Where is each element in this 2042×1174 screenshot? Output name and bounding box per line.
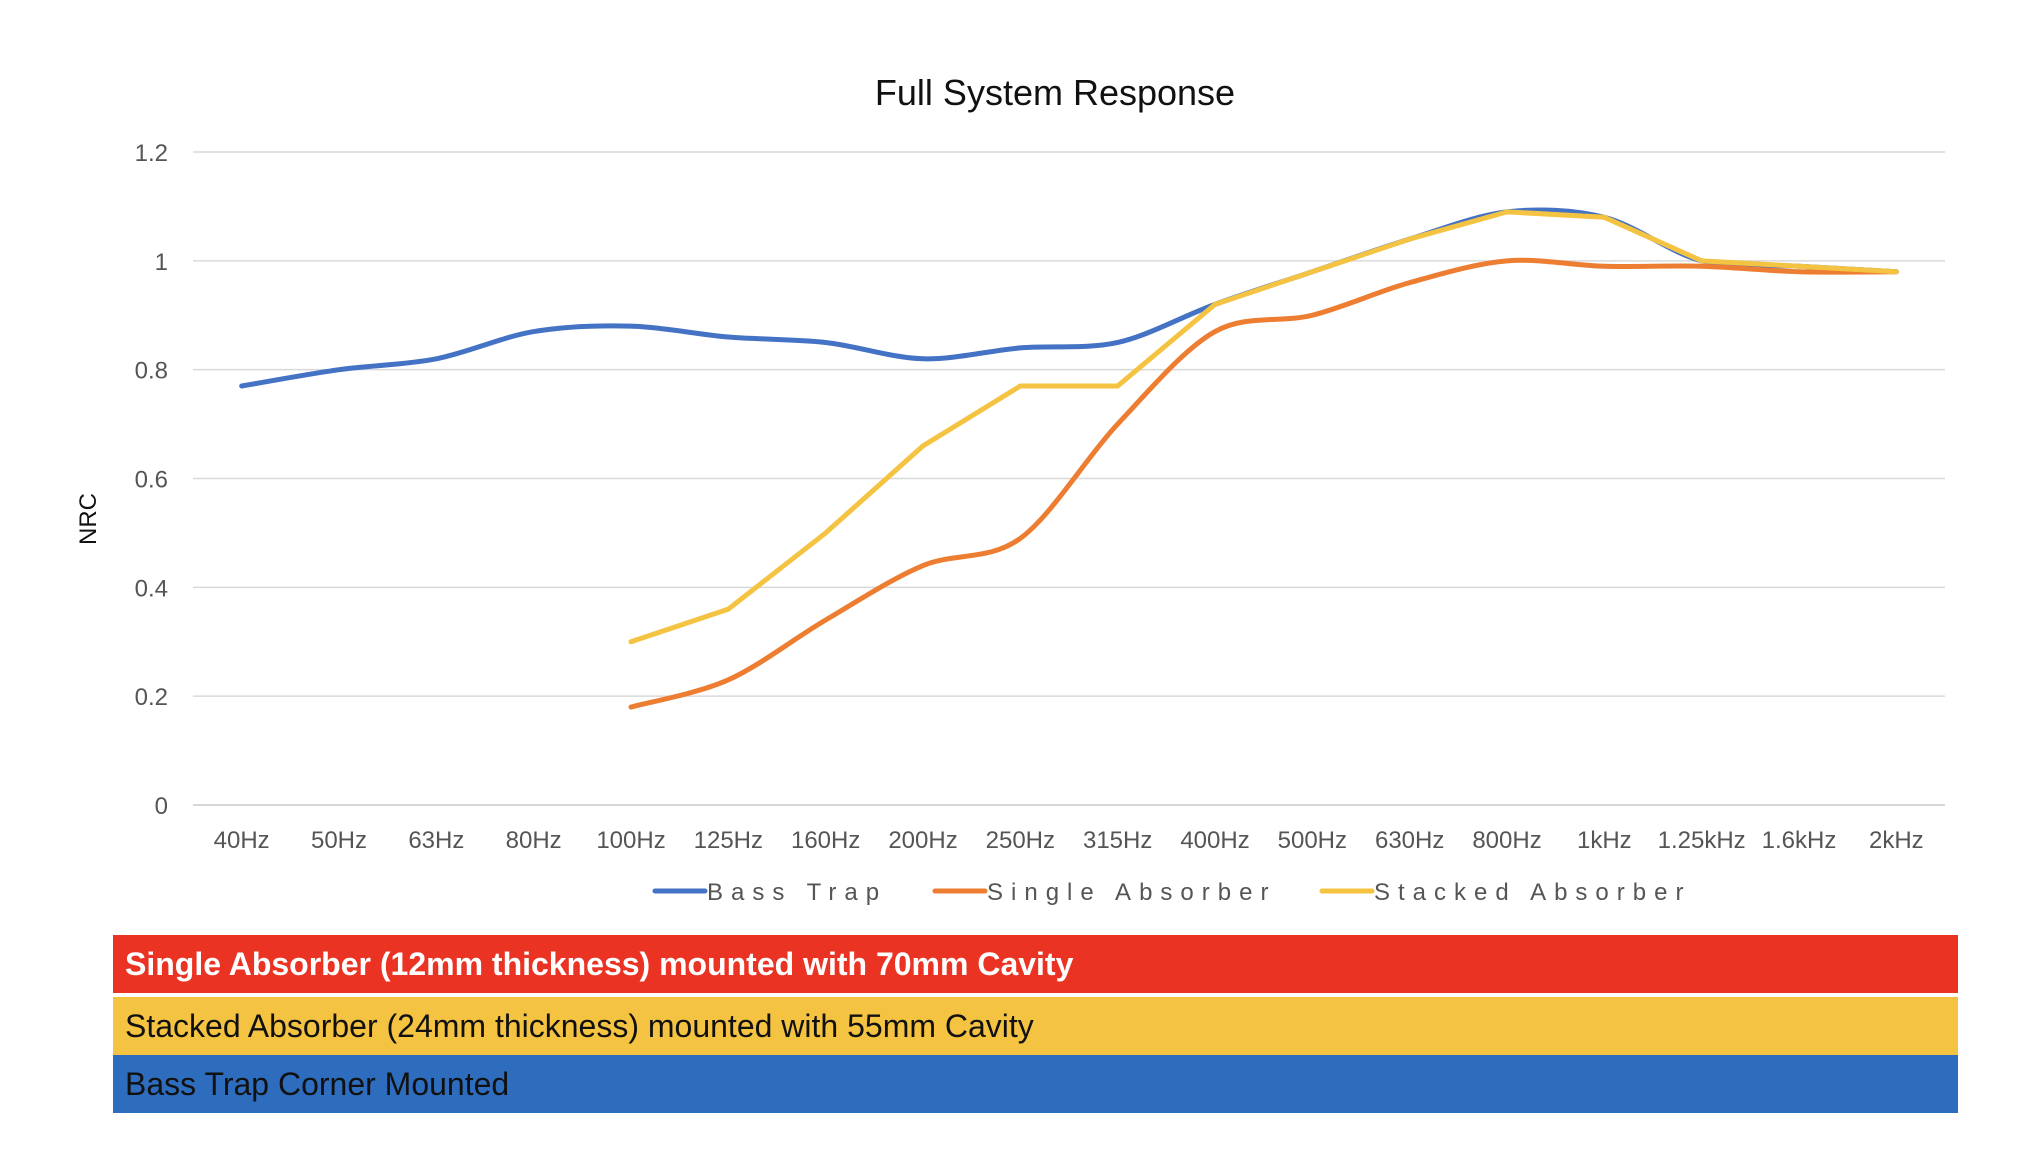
y-tick-label: 0.4 xyxy=(135,575,168,602)
x-tick-label: 200Hz xyxy=(888,827,957,854)
x-tick-label: 500Hz xyxy=(1278,827,1347,854)
x-tick-label: 1.6kHz xyxy=(1762,827,1837,854)
x-tick-label: 800Hz xyxy=(1472,827,1541,854)
band-bass-label: Bass Trap Corner Mounted xyxy=(125,1065,510,1102)
y-tick-label: 0.8 xyxy=(135,358,168,385)
y-tick-label: 1 xyxy=(155,249,168,276)
band-stacked-absorber: Stacked Absorber (24mm thickness) mounte… xyxy=(113,997,1958,1055)
x-tick-label: 100Hz xyxy=(596,827,665,854)
band-bass-trap: Bass Trap Corner Mounted xyxy=(113,1055,1958,1113)
legend-label-bass-trap: Bass Trap xyxy=(707,879,887,906)
x-tick-label: 50Hz xyxy=(311,827,367,854)
y-tick-label: 0.2 xyxy=(135,684,168,711)
series-lines xyxy=(239,207,1899,710)
series-line-single-absorber xyxy=(628,257,1899,710)
x-tick-label: 1kHz xyxy=(1577,827,1632,854)
x-tick-label: 2kHz xyxy=(1869,827,1924,854)
band-single-label: Single Absorber (12mm thickness) mounted… xyxy=(125,945,1074,982)
legend: Bass Trap Single Absorber Stacked Absorber xyxy=(652,879,1691,906)
x-tick-label: 63Hz xyxy=(408,827,464,854)
y-axis-label: NRC xyxy=(75,493,102,545)
legend-label-single-absorber: Single Absorber xyxy=(987,879,1276,906)
x-tick-labels: 40Hz 50Hz 63Hz 80Hz 100Hz 125Hz 160Hz 200Hz 250H… xyxy=(214,827,1924,854)
band-single-absorber: Single Absorber (12mm thickness) mounted… xyxy=(113,935,1958,993)
x-tick-label: 400Hz xyxy=(1180,827,1249,854)
series-line-stacked-absorber xyxy=(628,209,1899,645)
band-stacked-label: Stacked Absorber (24mm thickness) mounte… xyxy=(125,1007,1034,1044)
y-tick-labels: 0 0.2 0.4 0.6 0.8 1 1.2 xyxy=(135,140,168,820)
y-tick-label: 0 xyxy=(155,793,168,820)
x-tick-label: 40Hz xyxy=(214,827,270,854)
x-tick-label: 160Hz xyxy=(791,827,860,854)
gridlines xyxy=(193,151,1945,806)
legend-label-stacked-absorber: Stacked Absorber xyxy=(1374,879,1691,906)
chart: Full System Response NRC 0 0.2 0.4 0.6 0.8 1 1… xyxy=(75,72,1945,906)
x-tick-label: 250Hz xyxy=(986,827,1055,854)
y-tick-label: 0.6 xyxy=(135,467,168,494)
x-tick-label: 80Hz xyxy=(506,827,562,854)
x-tick-label: 630Hz xyxy=(1375,827,1444,854)
y-tick-label: 1.2 xyxy=(135,140,168,167)
chart-title: Full System Response xyxy=(875,72,1235,113)
x-tick-label: 1.25kHz xyxy=(1658,827,1746,854)
x-tick-label: 315Hz xyxy=(1083,827,1152,854)
x-tick-label: 125Hz xyxy=(694,827,763,854)
